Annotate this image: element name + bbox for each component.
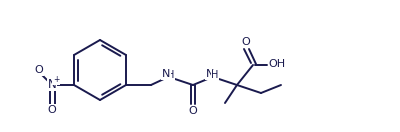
Text: O: O <box>242 37 250 47</box>
Text: N: N <box>206 69 214 79</box>
Text: N: N <box>162 69 170 79</box>
Text: -: - <box>33 62 37 72</box>
Text: H: H <box>211 70 219 80</box>
Text: N: N <box>48 77 56 91</box>
Text: O: O <box>35 65 43 75</box>
Text: H: H <box>167 70 175 80</box>
Text: OH: OH <box>268 59 286 69</box>
Text: O: O <box>189 106 197 116</box>
Text: +: + <box>53 76 59 84</box>
Text: O: O <box>48 105 56 115</box>
